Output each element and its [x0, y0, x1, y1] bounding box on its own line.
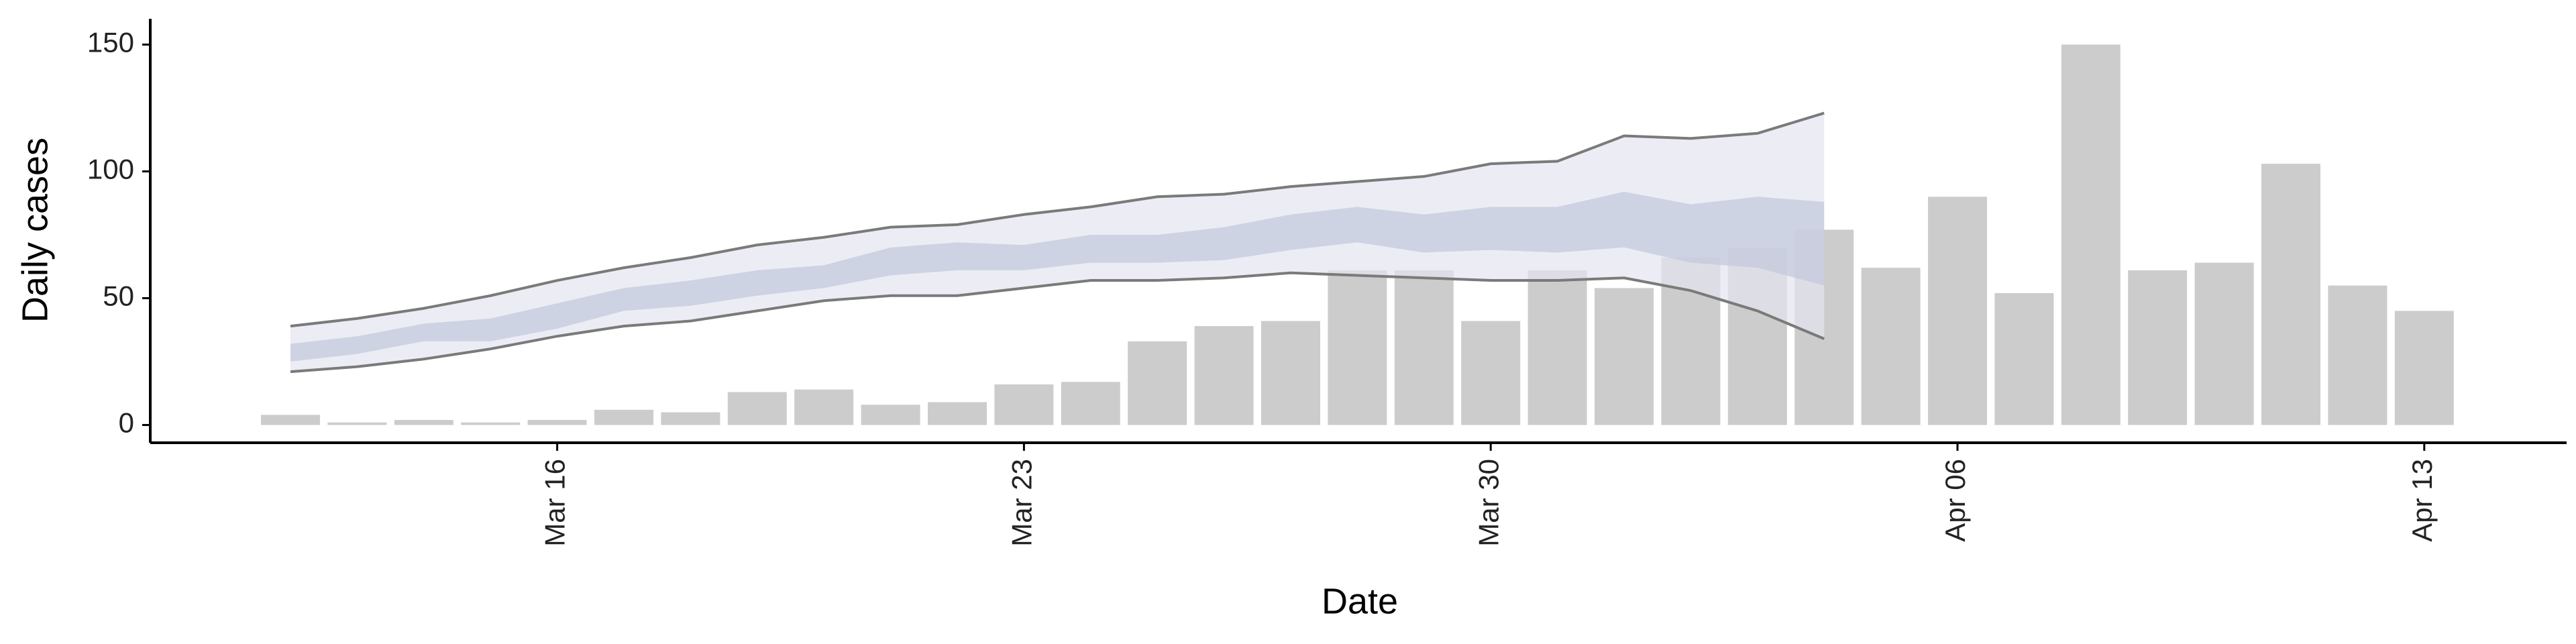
bar [1128, 341, 1187, 425]
bar [1261, 321, 1320, 425]
bar [1595, 288, 1654, 425]
bar [327, 422, 387, 425]
bar [1061, 382, 1120, 425]
bar [661, 412, 720, 425]
y-axis-title: Daily cases [15, 138, 55, 323]
x-tick-label: Mar 23 [1006, 459, 1037, 547]
bar [1461, 321, 1521, 425]
bar [794, 389, 854, 425]
y-tick-label: 0 [119, 407, 134, 439]
bar [1194, 326, 1254, 425]
bar [461, 422, 521, 425]
x-tick-label: Apr 06 [1939, 459, 1971, 542]
bar [1994, 292, 2054, 425]
band [290, 191, 1825, 362]
bar [2261, 164, 2320, 425]
bar [1861, 268, 1921, 425]
bar [727, 392, 787, 425]
bar [1527, 270, 1587, 425]
x-tick-label: Mar 30 [1472, 459, 1504, 547]
bar [2061, 44, 2121, 425]
y-tick-label: 150 [87, 27, 134, 58]
bar [261, 415, 320, 425]
bar [594, 409, 653, 425]
band-edge [290, 111, 1825, 328]
bar [1328, 270, 1387, 425]
x-tick-label: Mar 16 [539, 459, 571, 547]
bar [1928, 197, 1987, 425]
bar [2194, 262, 2254, 425]
x-tick-label: Apr 13 [2406, 459, 2438, 542]
y-tick-label: 50 [103, 280, 134, 312]
bar [861, 405, 920, 425]
bar [2128, 270, 2188, 425]
bar [527, 419, 587, 425]
y-tick-label: 100 [87, 154, 134, 185]
bar [394, 419, 453, 425]
bar [928, 402, 987, 425]
x-axis-title: Date [1322, 581, 1398, 621]
bar [1394, 270, 1454, 425]
bar [994, 384, 1054, 425]
band-edge [290, 271, 1825, 374]
bar [2394, 311, 2454, 425]
bar [2328, 285, 2387, 425]
